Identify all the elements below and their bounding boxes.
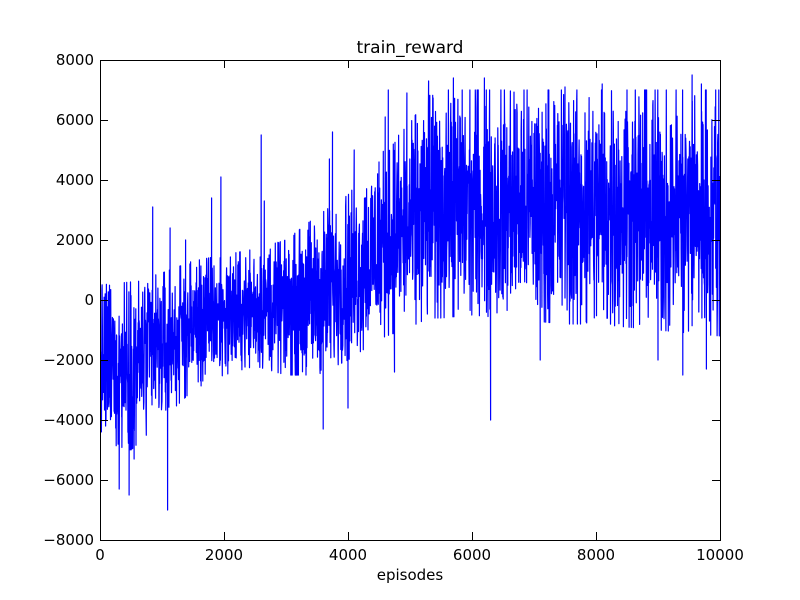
x-tick-label: 2000: [205, 546, 243, 564]
y-tick-label: 0: [84, 291, 94, 309]
x-tick-label: 6000: [453, 546, 491, 564]
plot-frame: [100, 60, 721, 541]
y-tick-label: −8000: [43, 531, 94, 549]
x-tick-label: 8000: [577, 546, 615, 564]
y-tick-label: −6000: [43, 471, 94, 489]
axis-tick-labels: 0 2000 4000 6000 8000 10000 −8000 −6000 −4000 −20…: [43, 51, 744, 564]
x-tick-label: 4000: [329, 546, 367, 564]
y-tick-label: 4000: [56, 171, 94, 189]
y-tick-label: −4000: [43, 411, 94, 429]
chart-title: train_reward: [357, 38, 464, 58]
x-tick-label: 0: [95, 546, 105, 564]
x-axis-label: episodes: [377, 566, 444, 584]
reward-series-line: [100, 74, 720, 511]
y-tick-label: −2000: [43, 351, 94, 369]
y-tick-label: 8000: [56, 51, 94, 69]
y-tick-label: 6000: [56, 111, 94, 129]
plot-area: [100, 74, 720, 511]
y-tick-label: 2000: [56, 231, 94, 249]
x-tick-label: 10000: [696, 546, 744, 564]
